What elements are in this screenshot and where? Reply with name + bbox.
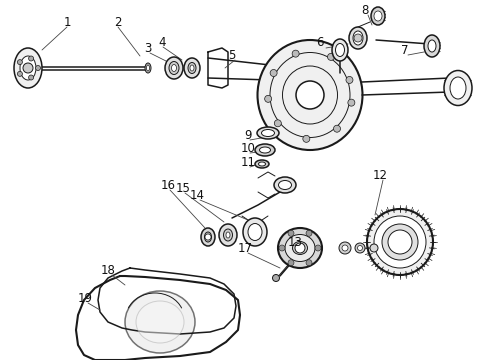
Ellipse shape [188,63,196,73]
Text: 10: 10 [241,141,255,154]
Circle shape [35,66,41,71]
Ellipse shape [262,130,274,136]
Circle shape [272,274,279,282]
Text: 19: 19 [77,292,93,305]
Ellipse shape [255,160,269,168]
Ellipse shape [190,65,194,71]
Text: 4: 4 [158,36,166,49]
Ellipse shape [165,57,183,79]
Text: 3: 3 [145,41,152,54]
Ellipse shape [172,64,176,72]
Circle shape [279,245,285,251]
Ellipse shape [14,48,42,88]
Circle shape [303,135,310,142]
Circle shape [315,245,321,251]
Ellipse shape [255,144,275,156]
Circle shape [354,34,362,42]
Ellipse shape [201,228,215,246]
Circle shape [334,125,341,132]
Ellipse shape [332,39,348,61]
Text: 12: 12 [372,168,388,181]
Ellipse shape [243,218,267,246]
Text: 9: 9 [244,129,252,141]
Ellipse shape [371,7,385,25]
Ellipse shape [184,58,200,78]
Text: 13: 13 [288,235,302,248]
Text: 5: 5 [228,49,236,62]
Text: 15: 15 [175,181,191,194]
Ellipse shape [355,243,365,253]
Ellipse shape [339,242,351,254]
Ellipse shape [258,40,363,150]
Ellipse shape [336,44,344,57]
Text: 14: 14 [190,189,204,202]
Circle shape [288,230,294,236]
Ellipse shape [374,216,426,268]
Ellipse shape [358,246,363,251]
Ellipse shape [226,232,230,238]
Text: 6: 6 [316,36,324,49]
Circle shape [388,230,412,254]
Text: 7: 7 [401,44,409,57]
Ellipse shape [424,35,440,57]
Text: 8: 8 [361,4,368,17]
Text: 18: 18 [100,264,116,276]
Ellipse shape [349,27,367,49]
Ellipse shape [125,291,195,353]
Ellipse shape [293,242,308,255]
Circle shape [306,260,312,266]
Circle shape [265,95,271,102]
Ellipse shape [278,180,292,189]
Ellipse shape [169,62,179,75]
Ellipse shape [259,162,266,166]
Ellipse shape [257,127,279,139]
Ellipse shape [223,229,232,241]
Ellipse shape [342,245,348,251]
Text: 16: 16 [161,179,175,192]
Circle shape [346,76,353,84]
Ellipse shape [382,224,418,260]
Ellipse shape [274,177,296,193]
Ellipse shape [374,11,382,21]
Ellipse shape [370,244,378,252]
Ellipse shape [444,71,472,105]
Ellipse shape [145,63,151,73]
Circle shape [292,50,299,57]
Text: 1: 1 [63,15,71,28]
Ellipse shape [204,232,212,242]
Circle shape [295,243,305,253]
Ellipse shape [219,224,237,246]
Ellipse shape [248,224,262,240]
Circle shape [270,69,277,77]
Ellipse shape [285,234,315,261]
Ellipse shape [450,77,466,99]
Ellipse shape [20,56,36,80]
Text: 2: 2 [114,15,122,28]
Ellipse shape [136,301,184,343]
Circle shape [28,56,34,61]
Circle shape [348,99,355,106]
Ellipse shape [147,65,149,71]
Circle shape [274,120,281,127]
Circle shape [306,230,312,236]
Circle shape [18,71,23,76]
Ellipse shape [260,147,270,153]
Ellipse shape [367,209,433,275]
Circle shape [327,53,335,60]
Circle shape [288,260,294,266]
Circle shape [23,63,33,73]
Text: 11: 11 [241,156,255,168]
Circle shape [205,234,211,240]
Text: 17: 17 [238,242,252,255]
Ellipse shape [353,31,363,45]
Circle shape [28,75,34,80]
Circle shape [18,60,23,65]
Ellipse shape [428,40,436,52]
Circle shape [296,81,324,109]
Ellipse shape [278,228,322,268]
